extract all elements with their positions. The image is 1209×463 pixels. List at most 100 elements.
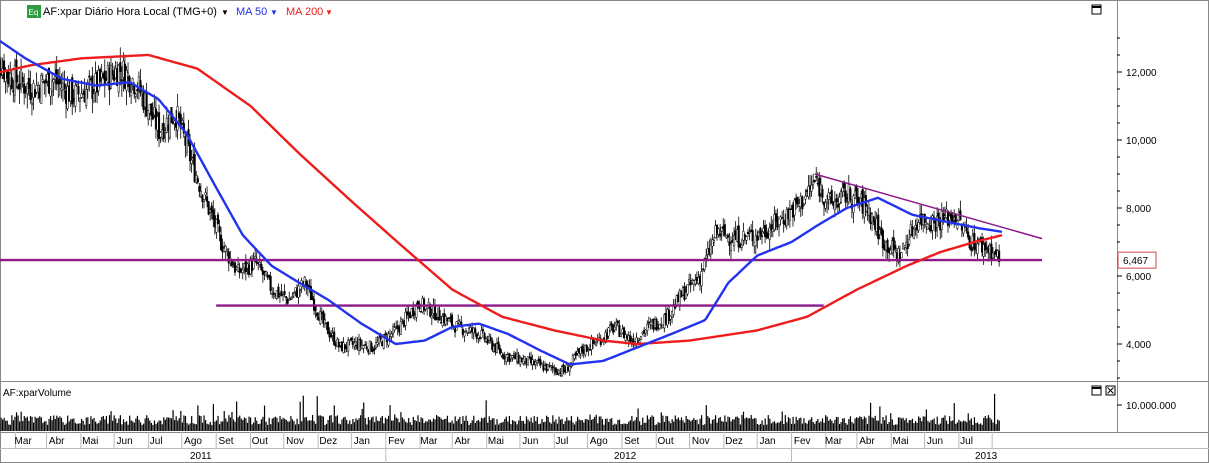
volume-bar: [611, 418, 613, 431]
volume-bar: [146, 415, 148, 431]
candle-body: [815, 176, 818, 178]
volume-bar: [902, 417, 904, 431]
volume-bar: [721, 421, 723, 431]
volume-bar: [335, 416, 337, 431]
volume-bar: [205, 420, 207, 431]
candle-body: [804, 195, 807, 200]
volume-bar: [558, 416, 560, 431]
volume-bar: [990, 419, 993, 431]
volume-bar: [694, 419, 697, 431]
ma200-legend[interactable]: MA 200: [286, 6, 323, 18]
volume-bar: [938, 424, 940, 431]
volume-bar: [609, 418, 611, 431]
volume-bar: [970, 418, 972, 431]
volume-bar: [375, 416, 377, 431]
volume-bar: [804, 422, 807, 431]
volume-bar: [364, 418, 366, 431]
volume-bar: [164, 419, 166, 431]
candle-body: [830, 190, 833, 204]
volume-bar: [671, 419, 673, 431]
volume-bar: [161, 424, 163, 431]
volume-bar: [924, 416, 926, 431]
volume-bar: [488, 416, 490, 431]
volume-bar: [14, 416, 16, 431]
volume-bar: [612, 424, 614, 431]
volume-bar: [621, 424, 624, 431]
ma200-dropdown-icon[interactable]: ▼: [325, 8, 333, 17]
volume-bar: [466, 420, 469, 431]
candle-body: [723, 224, 726, 236]
candle-body: [835, 198, 838, 203]
volume-bar: [973, 417, 976, 431]
volume-bar: [181, 422, 183, 431]
candle-body: [498, 347, 502, 354]
volume-bar: [471, 420, 473, 431]
volume-bar: [553, 421, 555, 431]
volume-bar: [874, 415, 876, 431]
volume-bar: [759, 423, 762, 431]
volume-bar: [291, 419, 294, 431]
volume-bar: [707, 416, 709, 431]
volume-maximize-icon[interactable]: [1091, 385, 1102, 396]
month-label: Abr: [49, 436, 65, 447]
volume-bar: [37, 417, 39, 431]
volume-bar: [195, 424, 197, 431]
volume-bar: [887, 423, 889, 431]
volume-bar: [57, 417, 59, 431]
month-label: Fev: [794, 436, 811, 447]
candle-body: [660, 323, 663, 326]
candle-body: [768, 227, 771, 240]
volume-bar: [132, 421, 134, 431]
candle-body: [771, 228, 774, 233]
volume-bar: [468, 424, 470, 431]
volume-bar: [767, 415, 769, 431]
symbol-title[interactable]: AF:xpar Diário Hora Local (TMG+0): [43, 6, 217, 18]
volume-bar: [615, 424, 617, 431]
candle-body: [646, 323, 649, 331]
candle-body: [314, 306, 317, 312]
candle-body: [700, 271, 703, 287]
candle-body: [190, 159, 193, 164]
volume-bar: [550, 423, 552, 431]
volume-bar: [927, 420, 929, 431]
volume-bar: [676, 419, 678, 431]
candle-body: [370, 342, 373, 352]
candle-body: [181, 120, 184, 124]
ma50-legend[interactable]: MA 50: [236, 6, 267, 18]
candle-body: [202, 199, 206, 202]
candle-body: [393, 327, 396, 331]
symbol-dropdown-icon[interactable]: ▼: [221, 8, 229, 17]
volume-bar: [327, 419, 329, 431]
candle-body: [886, 239, 889, 253]
ma50-dropdown-icon[interactable]: ▼: [270, 8, 278, 17]
volume-bar: [893, 424, 895, 431]
candle-body: [319, 311, 322, 324]
volume-bar: [567, 420, 569, 431]
candle-body: [447, 318, 450, 322]
candle-body: [193, 154, 196, 182]
volume-bars: [0, 393, 1122, 431]
volume-bar: [961, 421, 963, 431]
candle-body: [283, 291, 286, 295]
volume-bar: [214, 421, 216, 431]
last-price-box: [1117, 251, 1157, 269]
volume-bar: [301, 421, 303, 431]
volume-bar: [401, 417, 404, 431]
candle-body: [793, 199, 796, 216]
volume-bar: [228, 415, 230, 431]
maximize-price-panel-icon[interactable]: [1091, 4, 1102, 15]
candle-body: [748, 231, 751, 234]
volume-bar: [40, 417, 42, 431]
volume-bar: [569, 420, 571, 431]
volume-bar: [194, 423, 196, 431]
candle-body: [29, 84, 32, 100]
volume-bar: [143, 423, 145, 431]
volume-close-icon[interactable]: [1105, 385, 1116, 396]
month-label: Mar: [825, 436, 843, 447]
candle-body: [740, 244, 743, 248]
volume-bar: [522, 421, 524, 431]
candle-body: [839, 191, 843, 203]
volume-bar: [51, 420, 53, 431]
volume-bar: [831, 420, 833, 431]
